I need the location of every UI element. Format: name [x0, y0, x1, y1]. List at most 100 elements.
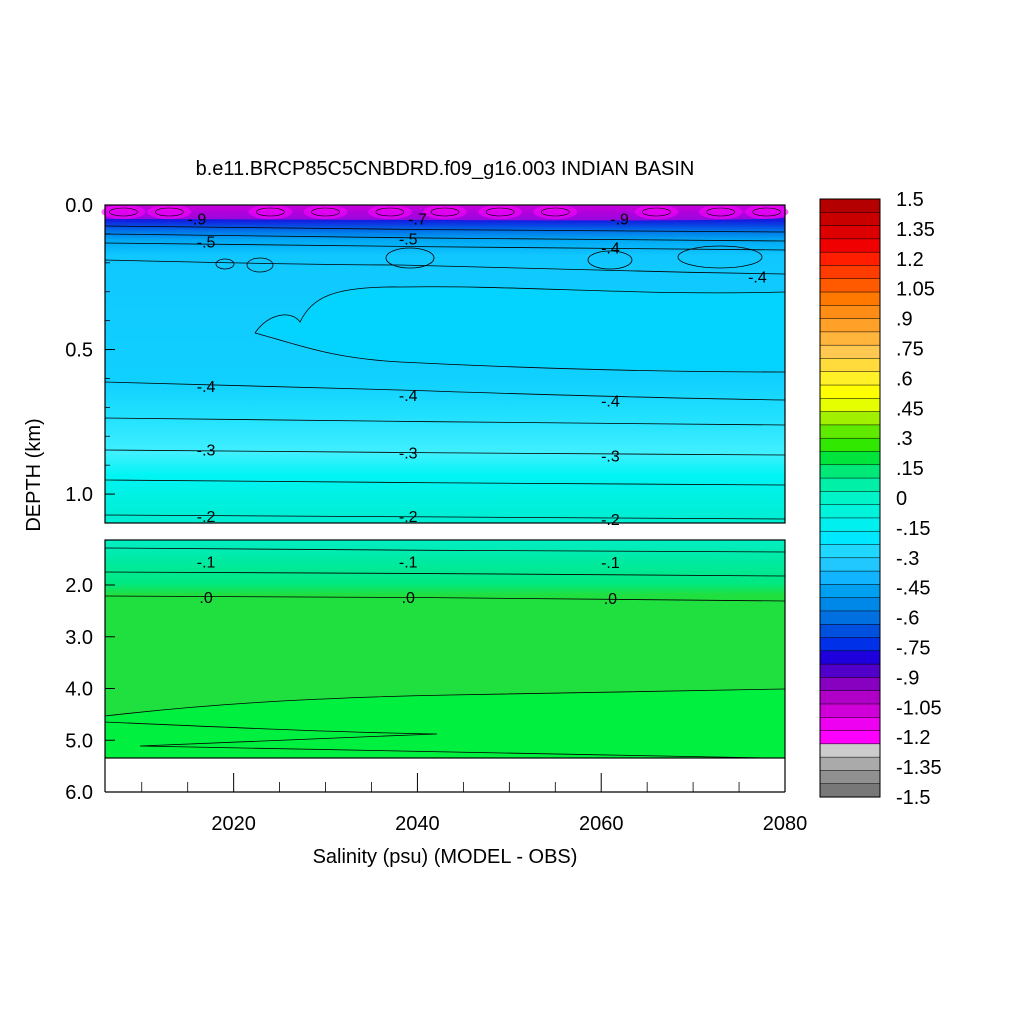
contour-line — [104, 417, 786, 426]
surface-max-blob — [303, 205, 348, 219]
contour-closed — [642, 207, 671, 217]
colorbar-swatch — [819, 424, 881, 439]
colorbar-label: -.75 — [896, 638, 930, 660]
colorbar-label: 1.2 — [896, 249, 924, 271]
y-tick-label: 0.0 — [65, 195, 93, 217]
surface-max-blob — [367, 205, 412, 219]
colorbar-label: 1.35 — [896, 219, 935, 241]
colorbar-swatch — [819, 544, 881, 559]
y-tick-label: 6.0 — [65, 782, 93, 804]
contour-closed — [375, 207, 405, 217]
colorbar-label: .3 — [896, 428, 913, 450]
x-tick-label: 2060 — [579, 813, 624, 835]
surface-max-blob — [478, 205, 523, 219]
surface-max-blob — [101, 205, 146, 219]
lower-contour-lines — [104, 547, 786, 759]
surface-max-blob — [744, 205, 789, 219]
colorbar-swatch — [819, 584, 881, 599]
colorbar-label: .9 — [896, 309, 913, 331]
contour-label: -.4 — [197, 379, 216, 396]
y-tick-label: 1.0 — [65, 484, 93, 506]
colorbar-swatch — [819, 464, 881, 479]
contour-closed — [311, 207, 340, 217]
chart-title: b.e11.BRCP85C5CNBDRD.f09_g16.003 INDIAN … — [196, 158, 695, 180]
contour-closed — [485, 207, 515, 217]
colorbar-swatch — [819, 557, 881, 572]
colorbar-swatch — [819, 570, 881, 585]
contour-label: -.3 — [197, 443, 216, 460]
contour-line — [104, 547, 786, 553]
contour-label: -.4 — [748, 269, 767, 286]
colorbar-label: -.15 — [896, 518, 930, 540]
colorbar-label: .15 — [896, 458, 924, 480]
x-axis-label: Salinity (psu) (MODEL - OBS) — [313, 846, 578, 868]
colorbar-swatch — [819, 504, 881, 519]
contour-closed — [752, 207, 781, 217]
contour-label: -.5 — [399, 232, 418, 249]
colorbar-swatch — [819, 265, 881, 280]
contour-label: -.2 — [399, 509, 418, 526]
colorbar-swatch — [819, 770, 881, 785]
x-ticks: 2020 2040 2060 2080 — [141, 773, 808, 835]
contour-line — [104, 595, 786, 602]
colorbar-swatch — [819, 491, 881, 506]
colorbar-swatch — [819, 291, 881, 306]
lower-contour-labels: -.1 -.1 -.1 .0 .0 .0 — [197, 555, 620, 608]
contour-label: -.1 — [399, 555, 418, 572]
colorbar-swatch — [819, 477, 881, 492]
contour-line — [104, 259, 786, 275]
colorbar-labels: 1.5 1.35 1.2 1.05 .9 .75 .6 .45 .3 .15 0 -.15 -.3 -.4… — [896, 189, 942, 809]
contour-label: -.2 — [197, 509, 216, 526]
contour-closed — [385, 247, 435, 269]
colorbar-swatch — [819, 437, 881, 453]
colorbar-swatch — [819, 677, 881, 692]
colorbar-swatch — [819, 371, 881, 386]
colorbar-swatch — [819, 743, 881, 758]
surface-max-blob — [248, 205, 293, 219]
colorbar-swatch — [819, 451, 881, 466]
colorbar: 1.5 1.35 1.2 1.05 .9 .75 .6 .45 .3 .15 0 -.15 -.3 -.4… — [819, 189, 942, 809]
colorbar-label: -1.2 — [896, 727, 930, 749]
surface-max-blob — [147, 205, 192, 219]
contour-closed — [677, 245, 763, 269]
contour-closed — [587, 250, 633, 270]
colorbar-swatch — [819, 212, 881, 227]
colorbar-label: -1.05 — [896, 697, 942, 719]
colorbar-label: -.6 — [896, 608, 919, 630]
surface-max-blob — [423, 205, 467, 219]
contour-line — [104, 479, 786, 486]
colorbar-swatch — [819, 305, 881, 320]
contour-closed — [430, 207, 460, 217]
contour-label: -.1 — [601, 555, 620, 572]
y-tick-label: 3.0 — [65, 627, 93, 649]
contour-label: -.4 — [601, 240, 620, 257]
surface-maxima — [101, 205, 789, 219]
contour-closed — [706, 207, 735, 217]
colorbar-label: 0 — [896, 488, 907, 510]
colorbar-swatch — [819, 278, 881, 293]
upper-panel: -.4 -.4 -.4 -.4 -.3 -.3 -.3 -.2 -.2 -.2 -.5 -.5 -.4 -… — [65, 195, 789, 529]
colorbar-swatch — [819, 411, 881, 426]
y-tick-label: 4.0 — [65, 679, 93, 701]
colorbar-swatch — [819, 384, 881, 399]
colorbar-swatch — [819, 610, 881, 625]
colorbar-swatch — [819, 623, 881, 639]
lower-y-ticks: 2.0 3.0 4.0 5.0 6.0 — [65, 575, 115, 804]
x-tick-label: 2080 — [763, 813, 808, 835]
contour-label: -.9 — [610, 211, 629, 228]
contour-closed — [215, 258, 235, 270]
y-tick-label: 0.5 — [65, 340, 93, 362]
colorbar-frame — [819, 198, 881, 798]
colorbar-swatch — [819, 530, 881, 546]
contour-label: -.3 — [399, 446, 418, 463]
colorbar-swatch — [819, 358, 881, 373]
contour-label: -.3 — [601, 449, 620, 466]
colorbar-swatch — [819, 198, 881, 213]
surface-max-blob — [533, 205, 578, 219]
contour-label: -.2 — [601, 512, 620, 529]
colorbar-label: 1.5 — [896, 189, 924, 211]
contour-label: .0 — [604, 591, 617, 608]
contour-line — [104, 242, 786, 251]
colorbar-swatch — [819, 517, 881, 532]
lower-panel: -.1 -.1 -.1 .0 .0 .0 2.0 3.0 4.0 5.0 6.0 — [65, 539, 786, 804]
